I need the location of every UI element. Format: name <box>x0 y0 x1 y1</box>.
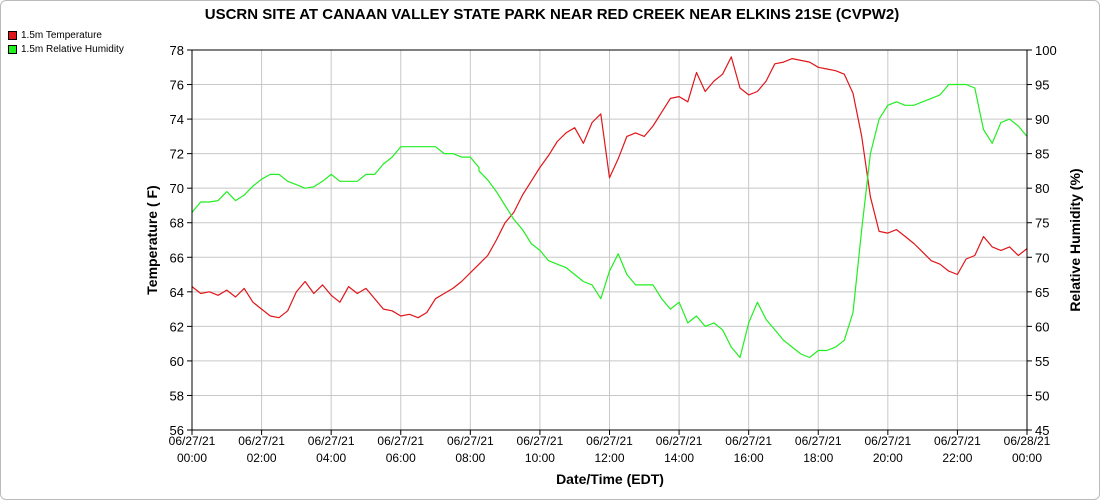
humidity-swatch <box>8 44 17 54</box>
x-tick-label-time: 14:00 <box>664 451 694 465</box>
y-tick-label-right: 50 <box>1035 388 1049 403</box>
y-tick-label-left: 74 <box>170 112 184 127</box>
ticks-layer: 56 58 60 62 64 66 68 70 72 74 76 78 45 50 55 60 65 70 75 80… <box>169 43 1057 465</box>
y-tick-label-right: 60 <box>1035 319 1049 334</box>
y-tick-label-right: 65 <box>1035 285 1049 300</box>
legend-item-temperature: 1.5m Temperature <box>8 28 124 42</box>
temperature-swatch <box>8 30 17 40</box>
x-tick-label-time: 18:00 <box>803 451 833 465</box>
legend-item-humidity: 1.5m Relative Humidity <box>8 42 124 56</box>
y-tick-label-right: 45 <box>1035 423 1049 438</box>
x-tick-label-date: 06/27/21 <box>586 434 633 448</box>
series-line-humidity <box>191 83 1028 359</box>
x-tick-label-date: 06/27/21 <box>447 434 494 448</box>
y-tick-label-left: 78 <box>170 43 184 58</box>
y-tick-label-right: 75 <box>1035 216 1049 231</box>
x-tick-label-date: 06/27/21 <box>934 434 981 448</box>
x-tick-label-date: 06/28/21 <box>1004 434 1051 448</box>
x-tick-label-date: 06/27/21 <box>517 434 564 448</box>
y-axis-label-right: Relative Humidity (%) <box>1067 168 1083 311</box>
x-tick-label-date: 06/27/21 <box>169 434 216 448</box>
y-tick-label-right: 100 <box>1035 43 1057 58</box>
y-axis-label-left: Temperature ( F) <box>144 185 160 294</box>
y-tick-label-right: 80 <box>1035 181 1049 196</box>
y-tick-label-left: 66 <box>170 250 184 265</box>
y-tick-label-left: 70 <box>170 181 184 196</box>
x-tick-label-time: 16:00 <box>734 451 764 465</box>
legend-label-temperature: 1.5m Temperature <box>21 29 102 41</box>
y-tick-label-right: 55 <box>1035 354 1049 369</box>
y-tick-label-left: 68 <box>170 216 184 231</box>
y-tick-label-left: 76 <box>170 78 184 93</box>
y-tick-label-left: 58 <box>170 388 184 403</box>
x-tick-label-time: 04:00 <box>316 451 346 465</box>
y-tick-label-right: 95 <box>1035 78 1049 93</box>
y-tick-label-left: 60 <box>170 354 184 369</box>
x-tick-label-date: 06/27/21 <box>795 434 842 448</box>
x-tick-label-time: 00:00 <box>177 451 207 465</box>
chart-title: USCRN SITE AT CANAAN VALLEY STATE PARK N… <box>205 6 900 23</box>
y-tick-label-right: 90 <box>1035 112 1049 127</box>
y-tick-label-left: 62 <box>170 319 184 334</box>
x-tick-label-time: 02:00 <box>247 451 277 465</box>
series-layer <box>191 56 1028 359</box>
legend: 1.5m Temperature 1.5m Relative Humidity <box>8 28 124 56</box>
grid-layer <box>191 49 1028 431</box>
x-tick-label-date: 06/27/21 <box>377 434 424 448</box>
x-tick-label-time: 10:00 <box>525 451 555 465</box>
legend-label-humidity: 1.5m Relative Humidity <box>21 43 124 55</box>
y-tick-label-right: 70 <box>1035 250 1049 265</box>
x-tick-label-time: 06:00 <box>386 451 416 465</box>
y-tick-label-left: 56 <box>170 423 184 438</box>
series-line-temperature <box>191 56 1028 319</box>
x-tick-label-time: 08:00 <box>455 451 485 465</box>
x-tick-label-date: 06/27/21 <box>238 434 285 448</box>
x-tick-label-time: 22:00 <box>942 451 972 465</box>
x-tick-label-time: 20:00 <box>873 451 903 465</box>
x-tick-label-time: 00:00 <box>1012 451 1042 465</box>
x-tick-label-date: 06/27/21 <box>308 434 355 448</box>
x-tick-label-time: 12:00 <box>594 451 624 465</box>
x-tick-label-date: 06/27/21 <box>725 434 772 448</box>
y-tick-label-right: 85 <box>1035 147 1049 162</box>
x-axis-label: Date/Time (EDT) <box>556 471 664 487</box>
x-tick-label-date: 06/27/21 <box>864 434 911 448</box>
y-tick-label-left: 64 <box>170 285 184 300</box>
x-tick-label-date: 06/27/21 <box>656 434 703 448</box>
y-tick-label-left: 72 <box>170 147 184 162</box>
